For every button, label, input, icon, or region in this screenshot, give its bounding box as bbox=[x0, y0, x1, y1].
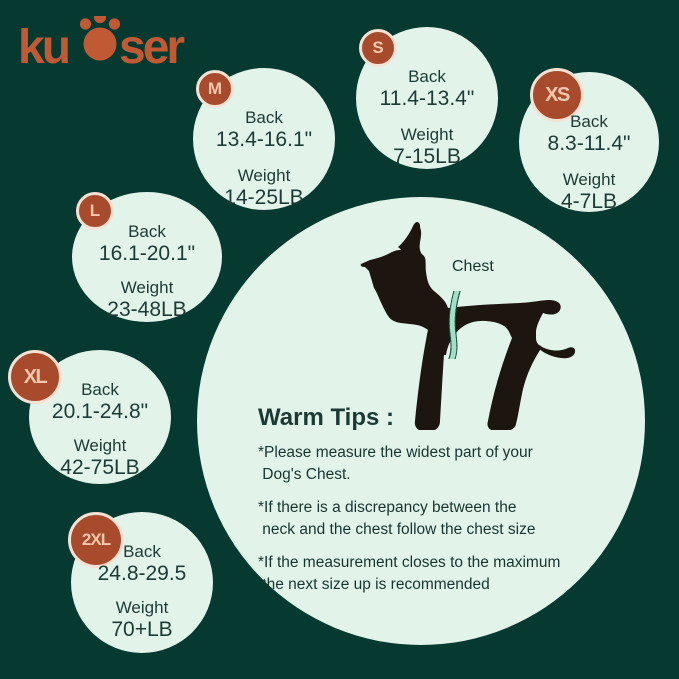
svg-text:ser: ser bbox=[119, 21, 184, 74]
svg-text:ku: ku bbox=[18, 21, 69, 74]
